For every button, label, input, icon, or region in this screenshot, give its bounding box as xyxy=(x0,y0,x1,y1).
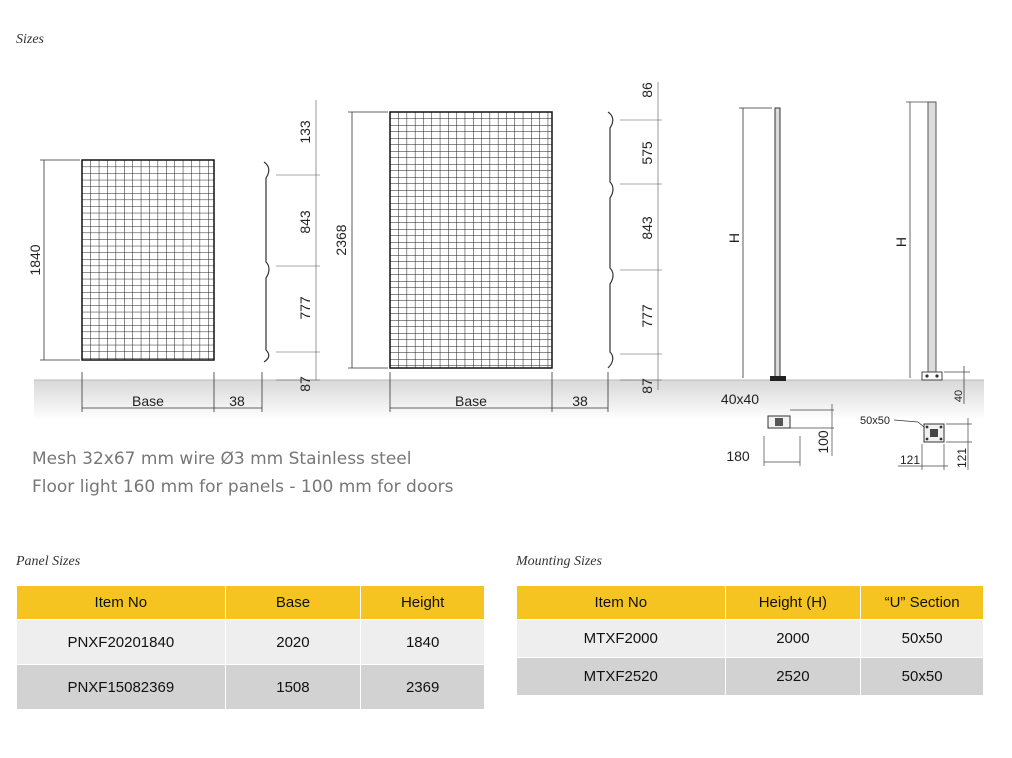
column-header-item-no: Item No xyxy=(516,585,726,620)
panel-1-base-dimension xyxy=(81,372,263,412)
table-cell: PNXF15082369 xyxy=(16,664,226,710)
column-header-u-section: “U” Section xyxy=(860,585,984,620)
panel-1-height-label: 1840 xyxy=(27,244,43,275)
table-cell: 50x50 xyxy=(860,619,984,658)
panel-2-profile-mid: 843 xyxy=(639,216,655,240)
panel-sizes-heading: Panel Sizes xyxy=(16,554,81,569)
panel-2-profile-dimension xyxy=(620,82,662,390)
panel-1-gap-label: 38 xyxy=(229,393,245,409)
table-cell: MTXF2520 xyxy=(516,657,726,696)
panel-1-base-label: Base xyxy=(132,393,164,409)
table-cell: 2020 xyxy=(224,619,362,665)
column-header-item-no: Item No xyxy=(16,585,226,620)
table-row: MTXF2520 2520 50x50 xyxy=(516,657,984,696)
post-2 xyxy=(906,101,970,404)
panel-1-profile-foot: 87 xyxy=(297,376,313,392)
panel-2-height-dimension xyxy=(348,111,388,369)
panel-1-profile-mid: 843 xyxy=(297,210,313,234)
panel-1-profile xyxy=(263,161,270,363)
table-row: MTXF2000 2000 50x50 xyxy=(516,619,984,658)
column-header-base: Base xyxy=(224,585,362,620)
table-cell: 1508 xyxy=(224,664,362,710)
post-2-height-label: H xyxy=(893,237,909,247)
post-1-plate-width-label: 180 xyxy=(726,448,750,464)
table-row: PNXF20201840 2020 1840 xyxy=(16,619,485,665)
panel-2-mesh xyxy=(389,111,553,369)
panel-2-profile-foot: 87 xyxy=(639,378,655,394)
post-1-section-label: 40x40 xyxy=(721,391,759,407)
table-cell: MTXF2000 xyxy=(516,619,726,658)
panel-2-gap-label: 38 xyxy=(572,393,588,409)
post-2-foot-label: 40 xyxy=(953,390,965,402)
sizes-heading: Sizes xyxy=(16,32,44,47)
post-2-plate-width-label: 121 xyxy=(900,453,920,467)
technical-drawing: 1840 Base 38 133 843 777 87 2368 Base 38 xyxy=(27,82,984,470)
mounting-sizes-heading: Mounting Sizes xyxy=(516,554,602,569)
mounting-sizes-table: Item No Height (H) “U” Section MTXF2000 … xyxy=(516,585,984,696)
mesh-note: Mesh 32x67 mm wire Ø3 mm Stainless steel xyxy=(32,449,412,469)
post-2-section-label: 50x50 xyxy=(860,415,890,427)
table-header-row: Item No Base Height xyxy=(16,585,485,620)
post-2-base-plate xyxy=(893,418,972,470)
table-cell: 2369 xyxy=(360,664,485,710)
table-cell: 1840 xyxy=(360,619,485,665)
table-cell: 2000 xyxy=(724,619,862,658)
table-cell: PNXF20201840 xyxy=(16,619,226,665)
post-2-plate-height-label: 121 xyxy=(955,448,969,468)
post-1 xyxy=(739,107,786,381)
column-header-height-h: Height (H) xyxy=(724,585,862,620)
panel-2-profile-top: 86 xyxy=(639,82,655,98)
column-header-height: Height xyxy=(360,585,485,620)
panel-2-base-dimension xyxy=(389,372,609,412)
panel-2-profile-low: 777 xyxy=(639,304,655,328)
floor-shading xyxy=(34,380,984,420)
panel-2-height-label: 2368 xyxy=(333,224,349,255)
post-1-base-plate xyxy=(763,404,834,466)
floor-note: Floor light 160 mm for panels - 100 mm f… xyxy=(32,477,454,497)
table-header-row: Item No Height (H) “U” Section xyxy=(516,585,984,620)
post-1-plate-height-label: 100 xyxy=(815,430,831,454)
panel-1-mesh xyxy=(81,159,215,361)
panel-1-height-dimension xyxy=(40,159,80,361)
panel-1-profile-low: 777 xyxy=(297,296,313,320)
panel-2-profile xyxy=(607,111,614,369)
panel-1-profile-dimension xyxy=(276,100,320,381)
panel-sizes-table: Item No Base Height PNXF20201840 2020 18… xyxy=(16,585,485,710)
panel-2-base-label: Base xyxy=(455,393,487,409)
post-1-height-label: H xyxy=(726,233,742,243)
table-cell: 50x50 xyxy=(860,657,984,696)
panel-2-profile-upper: 575 xyxy=(639,141,655,165)
table-cell: 2520 xyxy=(724,657,862,696)
table-row: PNXF15082369 1508 2369 xyxy=(16,664,485,710)
panel-1-profile-top: 133 xyxy=(297,120,313,144)
